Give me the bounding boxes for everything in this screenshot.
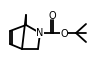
Text: N: N xyxy=(36,27,44,37)
Text: O: O xyxy=(48,11,56,21)
Text: O: O xyxy=(60,28,68,38)
